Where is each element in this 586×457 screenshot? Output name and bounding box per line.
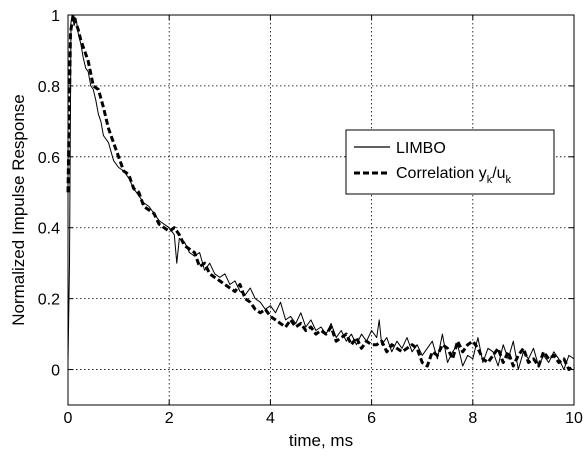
legend-corr-sub2: k <box>506 174 512 186</box>
x-tick-label: 4 <box>266 410 275 427</box>
plot-frame <box>67 14 575 406</box>
x-tick-label: 6 <box>367 410 376 427</box>
x-tick-label: 0 <box>64 410 73 427</box>
plot-lines <box>66 13 575 371</box>
legend-corr-mid: /u <box>492 165 505 182</box>
legend-box <box>345 129 555 195</box>
legend: LIMBO Correlation yk/uk <box>345 129 555 195</box>
y-tick-label: 0.2 <box>38 292 60 309</box>
x-tick-label: 2 <box>165 410 174 427</box>
y-axis-label: Normalized Impulse Response <box>9 94 28 326</box>
series-limbo-line <box>67 14 575 370</box>
legend-label-correlation: Correlation yk/uk <box>396 165 512 186</box>
x-axis-label: time, ms <box>289 431 353 450</box>
axis-ticks: 0 2 4 6 8 10 0 0.2 0.4 0.6 0.8 1 <box>38 8 583 427</box>
x-tick-label: 8 <box>468 410 477 427</box>
y-tick-label: 0.6 <box>38 150 60 167</box>
legend-label-limbo: LIMBO <box>396 140 446 157</box>
legend-corr-prefix: Correlation y <box>396 165 487 182</box>
y-tick-label: 1 <box>51 8 60 25</box>
y-tick-label: 0.8 <box>38 79 60 96</box>
grid <box>68 14 574 405</box>
y-tick-label: 0 <box>51 363 60 380</box>
legend-corr-sub1: k <box>487 174 493 186</box>
series-correlation-line <box>66 13 575 371</box>
x-tick-label: 10 <box>565 410 583 427</box>
y-tick-label: 0.4 <box>38 221 60 238</box>
